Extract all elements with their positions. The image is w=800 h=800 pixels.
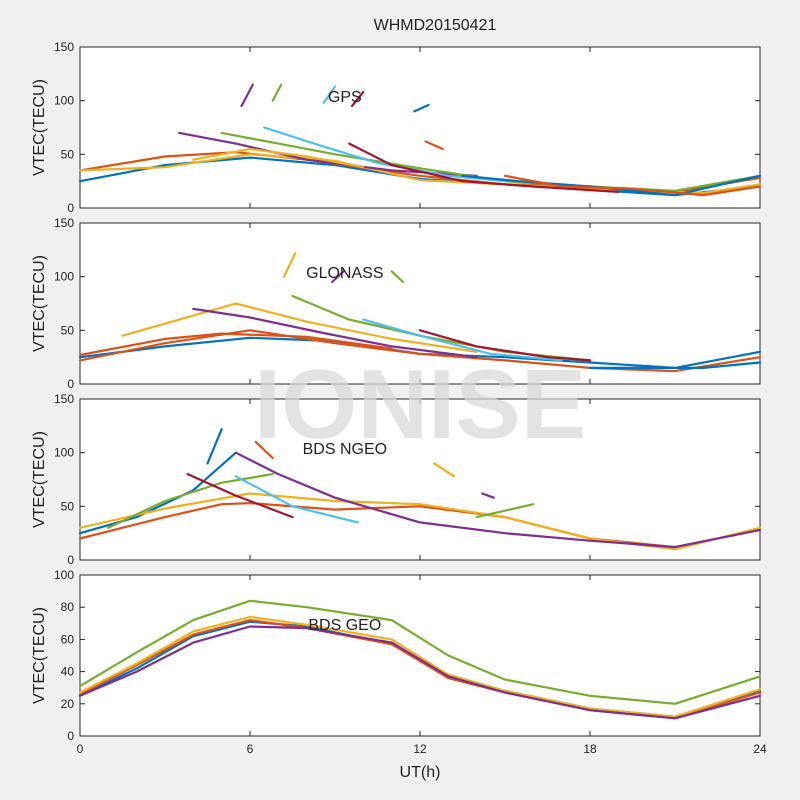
series-line xyxy=(271,83,283,102)
axes-box xyxy=(79,398,761,561)
series-group xyxy=(78,599,762,720)
series-group xyxy=(78,252,762,373)
y-tick-label: 150 xyxy=(54,40,74,54)
panels: 0 50 100 150 GPS VTEC(TECU) 0 50 100 150 GLONASS VT… xyxy=(31,40,767,756)
series-line xyxy=(78,625,762,720)
axes-box xyxy=(79,222,761,385)
series-line xyxy=(78,332,393,357)
series-line xyxy=(192,147,365,169)
series-line xyxy=(322,85,337,104)
series-line xyxy=(234,475,359,524)
series-line xyxy=(588,361,762,369)
series-line xyxy=(186,473,294,519)
y-tick-label: 0 xyxy=(67,553,74,567)
x-tick-label: 24 xyxy=(753,742,767,756)
series-line xyxy=(433,462,456,478)
y-tick-label: 20 xyxy=(61,697,75,711)
series-line xyxy=(107,473,274,529)
series-line xyxy=(481,492,495,499)
x-axis-label: UT(h) xyxy=(400,764,441,781)
x-tick-label: 18 xyxy=(583,742,597,756)
panel-label: GPS xyxy=(328,89,362,106)
x-tick-label: 0 xyxy=(77,742,84,756)
y-tick-label: 150 xyxy=(54,216,74,230)
series-line xyxy=(78,615,762,718)
y-tick-label: 50 xyxy=(61,147,75,161)
series-line xyxy=(331,270,345,284)
series-line xyxy=(121,302,478,353)
axes-box xyxy=(79,46,761,209)
panel-gps: 0 50 100 150 GPS VTEC(TECU) xyxy=(31,40,762,215)
panel-bds-geo: 0 20 40 60 80 100 0 6 12 18 24 BDS GEO VTEC(TECU) xyxy=(31,568,767,756)
y-axis-label: VTEC(TECU) xyxy=(31,431,48,528)
y-tick-label: 50 xyxy=(61,499,75,513)
y-axis-label: VTEC(TECU) xyxy=(31,607,48,704)
watermark: IONISE xyxy=(254,349,586,459)
panel-label: BDS GEO xyxy=(308,617,381,634)
series-line xyxy=(192,307,478,359)
y-tick-label: 0 xyxy=(67,377,74,391)
y-tick-label: 100 xyxy=(54,270,74,284)
series-line xyxy=(78,451,237,535)
y-axis-label: VTEC(TECU) xyxy=(31,255,48,352)
series-line xyxy=(390,270,405,284)
y-tick-label: 100 xyxy=(54,94,74,108)
series-line xyxy=(206,428,223,465)
series-line xyxy=(418,329,592,362)
y-tick-label: 100 xyxy=(54,446,74,460)
panel-label: BDS NGEO xyxy=(303,441,387,458)
x-tick-label: 12 xyxy=(413,742,427,756)
series-group xyxy=(78,83,762,197)
series-line xyxy=(350,90,365,108)
axes-box xyxy=(79,574,761,737)
series-line xyxy=(254,440,274,460)
y-tick-label: 60 xyxy=(61,632,75,646)
figure-title: WHMD20150421 xyxy=(374,17,497,34)
y-axis-label: VTEC(TECU) xyxy=(31,79,48,176)
series-line xyxy=(263,126,507,183)
series-line xyxy=(475,503,535,519)
series-line xyxy=(424,140,444,151)
series-line xyxy=(362,318,563,362)
series-line xyxy=(413,103,430,113)
y-tick-label: 0 xyxy=(67,201,74,215)
y-tick-label: 100 xyxy=(54,568,74,582)
series-line xyxy=(348,142,620,193)
panel-label: GLONASS xyxy=(306,265,383,282)
panel-bds-ngeo: 0 50 100 150 BDS NGEO VTEC(TECU) xyxy=(31,392,762,567)
x-tick-label: 6 xyxy=(247,742,254,756)
y-tick-label: 50 xyxy=(61,323,75,337)
series-line xyxy=(234,451,762,549)
series-line xyxy=(78,329,762,373)
series-line xyxy=(503,174,762,197)
y-tick-label: 80 xyxy=(61,600,75,614)
y-tick-label: 150 xyxy=(54,392,74,406)
series-group xyxy=(78,428,762,551)
series-line xyxy=(282,252,297,278)
series-line xyxy=(78,599,762,705)
y-tick-label: 0 xyxy=(67,729,74,743)
y-tick-label: 40 xyxy=(61,665,75,679)
panel-glonass: 0 50 100 150 GLONASS VTEC(TECU) xyxy=(31,216,762,391)
series-line xyxy=(240,83,254,108)
